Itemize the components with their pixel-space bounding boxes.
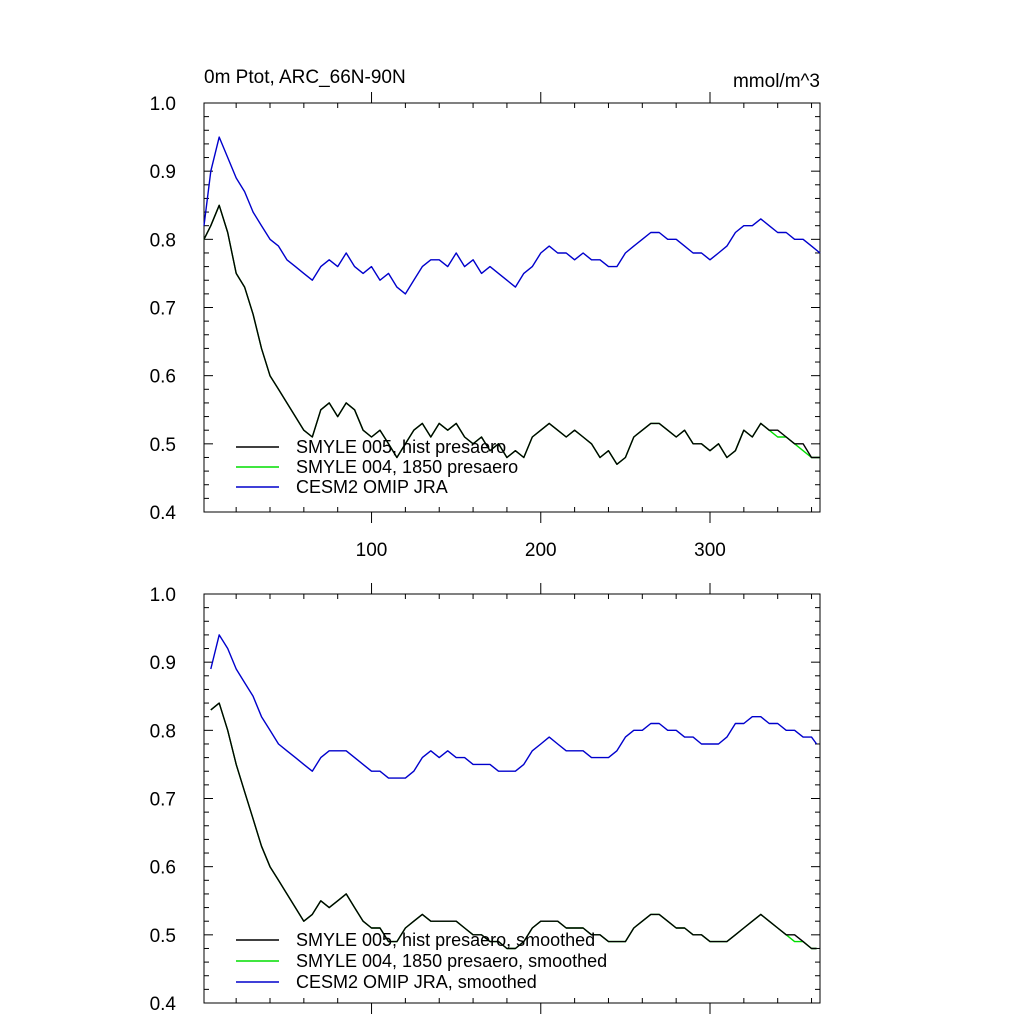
x-tick-label: 300 xyxy=(694,540,726,561)
legend-label: SMYLE 005, hist presaero xyxy=(296,437,506,457)
legend-label: SMYLE 004, 1850 presaero, smoothed xyxy=(296,951,607,971)
x-tick-label: 100 xyxy=(356,540,388,561)
legend-label: CESM2 OMIP JRA xyxy=(296,477,448,497)
legend-label: SMYLE 005, hist presaero, smoothed xyxy=(296,930,595,950)
y-tick-label: 0.5 xyxy=(150,926,176,947)
y-tick-label: 0.6 xyxy=(150,367,176,388)
y-tick-label: 0.5 xyxy=(150,435,176,456)
series-line-2 xyxy=(210,634,818,779)
chart-title: 0m Ptot, ARC_66N-90N xyxy=(204,67,406,88)
y-tick-label: 0.6 xyxy=(150,858,176,879)
y-tick-label: 0.8 xyxy=(150,721,176,742)
y-tick-label: 1.0 xyxy=(150,94,176,115)
y-tick-label: 0.4 xyxy=(150,503,177,524)
units-label: mmol/m^3 xyxy=(733,71,820,92)
top-panel: 0.4 0.5 0.6 0.7 0.8 0.9 1.0 100 200 300 SMYLE 005,… xyxy=(150,92,821,561)
x-tick-label: 200 xyxy=(525,540,557,561)
series-line-2 xyxy=(203,136,821,295)
y-tick-label: 1.0 xyxy=(150,585,176,606)
y-tick-label: 0.7 xyxy=(150,299,176,320)
series-line-0 xyxy=(203,204,820,465)
series-line-0 xyxy=(210,702,817,950)
legend-label: CESM2 OMIP JRA, smoothed xyxy=(296,972,537,992)
y-tick-label: 0.9 xyxy=(150,162,176,183)
bottom-panel: 0.4 0.5 0.6 0.7 0.8 0.9 1.0 SMYLE 005, hist pre… xyxy=(150,583,821,1015)
y-tick-label: 0.8 xyxy=(150,230,176,251)
y-tick-label: 0.9 xyxy=(150,653,176,674)
legend-label: SMYLE 004, 1850 presaero xyxy=(296,457,518,477)
y-tick-label: 0.7 xyxy=(150,790,176,811)
y-tick-label: 0.4 xyxy=(150,994,177,1015)
